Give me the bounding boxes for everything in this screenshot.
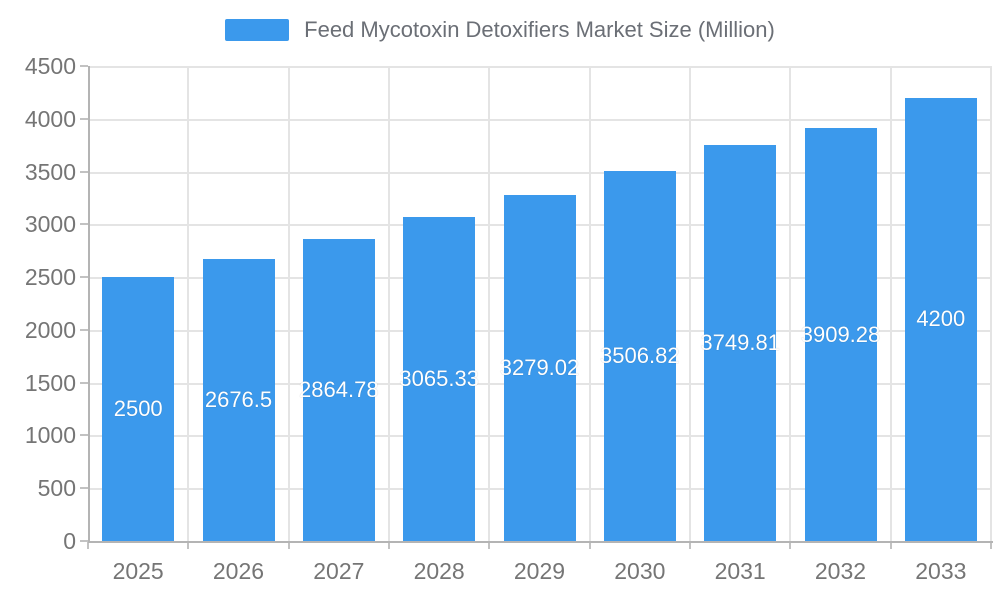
y-axis-label: 4500 — [24, 53, 76, 79]
bar-value-label: 3279.02 — [499, 354, 580, 380]
y-tick — [80, 170, 88, 173]
gridline-vertical — [588, 66, 591, 541]
bar[interactable] — [302, 238, 375, 541]
x-tick — [889, 541, 892, 549]
bar[interactable] — [603, 170, 676, 541]
gridline-vertical — [287, 66, 290, 541]
y-axis-label: 500 — [37, 475, 76, 502]
bar-value-label: 2676.5 — [204, 386, 273, 412]
bar[interactable] — [704, 145, 777, 541]
bar[interactable] — [102, 277, 175, 541]
gridline-vertical — [689, 66, 691, 541]
y-axis-label: 0 — [63, 528, 76, 554]
plot-area: 2500 2676.5 2864.78 3065.33 3279.02 3506.82 37… — [88, 66, 992, 541]
y-axis-label: 1500 — [24, 369, 76, 396]
bar[interactable] — [202, 258, 275, 541]
x-tick — [187, 541, 190, 549]
bar[interactable] — [503, 194, 576, 541]
x-tick — [388, 541, 390, 549]
x-tick — [87, 541, 89, 549]
y-axis-label: 2000 — [24, 316, 76, 343]
bar-value-label: 4200 — [916, 306, 966, 332]
bar[interactable] — [403, 217, 476, 541]
y-axis-label: 3500 — [24, 158, 76, 185]
gridline-vertical — [789, 66, 792, 541]
bar[interactable] — [804, 128, 877, 541]
gridline-vertical — [889, 66, 892, 541]
bar-value-label: 3749.81 — [700, 330, 780, 356]
bar-value-label: 3506.82 — [600, 342, 680, 368]
legend[interactable]: Feed Mycotoxin Detoxifiers Market Size (… — [0, 17, 1000, 43]
x-axis-line — [88, 541, 993, 543]
x-tick — [990, 541, 992, 549]
gridline-vertical — [388, 66, 390, 541]
gridline-vertical — [488, 66, 491, 541]
x-tick — [488, 541, 491, 549]
x-axis-label: 2026 — [212, 558, 265, 584]
y-axis-label: 3000 — [24, 211, 76, 238]
y-tick — [80, 65, 88, 67]
x-axis-label: 2032 — [814, 558, 867, 584]
gridline-horizontal — [88, 118, 991, 121]
x-tick — [789, 541, 792, 549]
bar-value-label: 3065.33 — [399, 366, 479, 392]
x-tick — [588, 541, 591, 549]
bar-value-label: 3909.28 — [800, 321, 881, 347]
x-axis-label: 2027 — [313, 558, 365, 584]
x-axis-label: 2025 — [112, 558, 164, 584]
gridline-vertical — [990, 66, 992, 541]
gridline-horizontal — [88, 66, 991, 68]
x-tick — [689, 541, 691, 549]
x-axis-label: 2029 — [513, 558, 566, 584]
x-axis-label: 2030 — [614, 558, 666, 584]
y-tick — [80, 381, 88, 384]
legend-label: Feed Mycotoxin Detoxifiers Market Size (… — [304, 17, 775, 42]
y-tick — [80, 328, 88, 331]
x-axis-label: 2028 — [413, 558, 465, 584]
bar[interactable] — [904, 97, 977, 541]
x-tick — [287, 541, 290, 549]
y-tick — [80, 434, 88, 437]
x-axis-label: 2033 — [915, 558, 967, 584]
y-tick — [80, 117, 88, 120]
bar-value-label: 2864.78 — [299, 376, 379, 402]
y-tick — [80, 487, 88, 490]
gridline-vertical — [187, 66, 190, 541]
y-axis-label: 1000 — [24, 422, 76, 449]
y-axis-line — [88, 66, 90, 541]
y-tick — [80, 540, 88, 542]
bar-value-label: 2500 — [113, 396, 163, 422]
y-axis-label: 2500 — [24, 264, 76, 291]
gridline-horizontal — [88, 171, 991, 174]
legend-swatch[interactable] — [225, 19, 290, 41]
y-tick — [80, 223, 88, 226]
y-tick — [80, 276, 88, 279]
y-axis-label: 4000 — [24, 105, 76, 132]
x-axis-label: 2031 — [714, 558, 766, 584]
